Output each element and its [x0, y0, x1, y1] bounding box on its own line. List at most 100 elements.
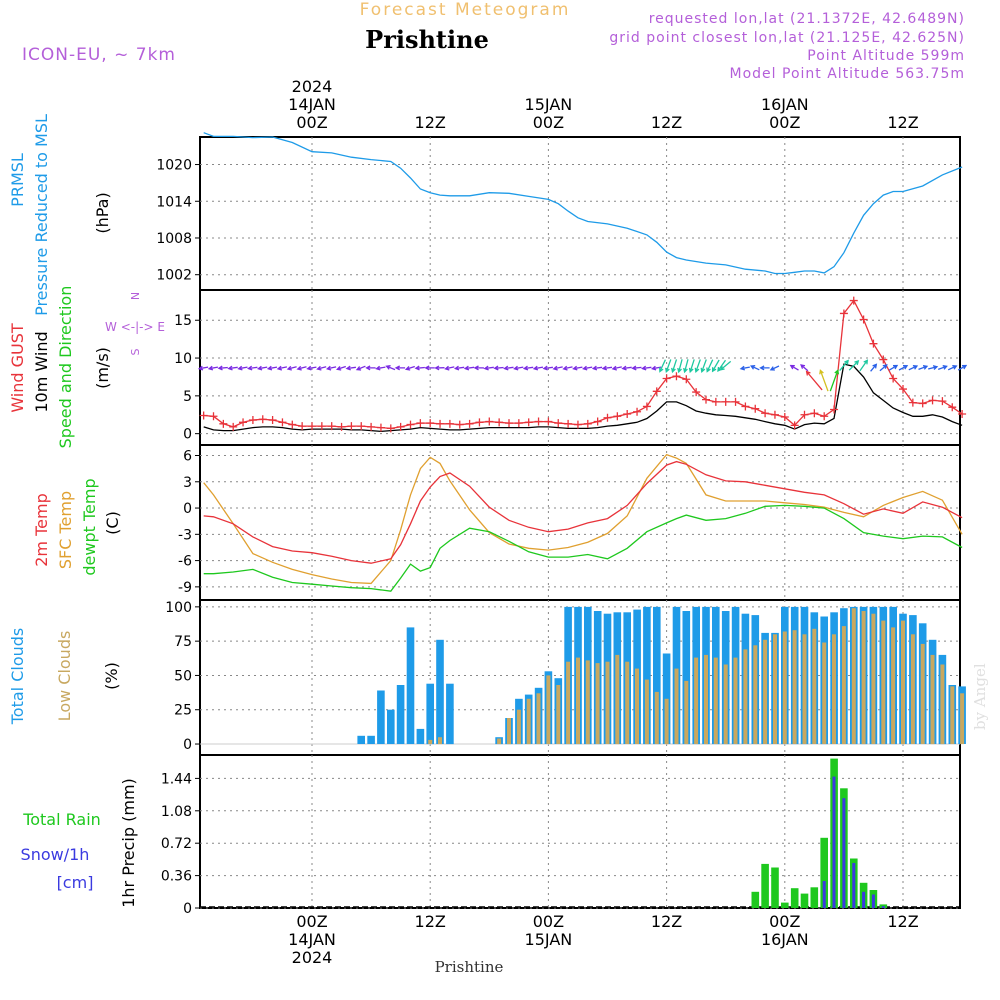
- wind-direction-arrow: [591, 365, 603, 371]
- low-cloud-bar: [635, 668, 639, 744]
- snow-bar: [862, 891, 866, 908]
- low-cloud-bar: [910, 634, 915, 744]
- bottom-tick-label: 00Z: [296, 912, 327, 931]
- y-tick-label: 1002: [156, 268, 192, 284]
- wind-10m-label: 10m Wind: [32, 331, 51, 412]
- wind-gust-marker: [869, 339, 878, 348]
- wind-direction-arrow: [197, 365, 209, 371]
- low-cloud-bar: [428, 739, 433, 744]
- wind-gust-marker: [692, 388, 701, 397]
- compass-s-label: S: [129, 348, 142, 355]
- wind-direction-arrow: [739, 365, 750, 371]
- wind-direction-arrow: [434, 365, 445, 371]
- top-tick-label: 15JAN: [525, 95, 573, 114]
- wind-direction-arrow: [552, 365, 563, 371]
- total-cloud-bar: [426, 683, 434, 745]
- wind-direction-arrow: [247, 365, 258, 371]
- low-cloud-bar: [585, 660, 590, 745]
- low-cloud-bar: [753, 645, 758, 745]
- bottom-tick-label: 12Z: [887, 912, 918, 931]
- wind-gust-marker: [347, 422, 356, 431]
- y-tick-label: 3: [183, 475, 192, 491]
- wind-gust-marker: [554, 419, 563, 428]
- low-cloud-bar: [507, 718, 511, 745]
- wind-direction-arrow: [463, 365, 475, 371]
- low-cloud-bar: [792, 630, 797, 744]
- total-cloud-bar: [406, 627, 415, 744]
- wind-gust-marker: [633, 407, 642, 416]
- y-tick-label: -9: [178, 580, 192, 596]
- low-cloud-bar: [802, 634, 807, 744]
- wind-direction-arrow: [444, 365, 455, 371]
- wind-direction-arrow: [296, 365, 307, 371]
- rain-bar: [790, 888, 799, 908]
- snow-bar: [842, 798, 846, 908]
- y-tick-label: 0: [183, 501, 192, 517]
- wind-gust-marker: [879, 355, 888, 364]
- low-cloud-bar: [930, 654, 935, 745]
- low-cloud-bar: [644, 679, 649, 745]
- wind-gust-marker: [780, 413, 789, 422]
- wind-direction-arrow: [819, 369, 829, 392]
- low-cloud-bar: [497, 738, 502, 744]
- precip-unit-label: 1hr Precip (mm): [119, 778, 138, 908]
- wind-gust-marker: [209, 412, 218, 421]
- dewpt-temp-line: [203, 504, 963, 592]
- wind-direction-arrow: [256, 365, 268, 371]
- pressure-line: [203, 132, 963, 275]
- total-cloud-bar: [416, 728, 425, 744]
- wind-gust-marker: [721, 397, 730, 406]
- wind-direction-arrow: [641, 365, 652, 371]
- low-cloud-bar: [438, 737, 442, 745]
- low-cloud-bar: [556, 685, 561, 744]
- snow-bar: [871, 894, 875, 908]
- y-tick-label: 1020: [156, 158, 192, 174]
- low-cloud-bar: [684, 680, 689, 744]
- bottom-tick-label: 2024: [292, 948, 333, 967]
- wind-direction-arrow: [898, 365, 909, 371]
- wind-gust-marker: [790, 421, 799, 430]
- wind-gust-marker: [288, 420, 297, 429]
- clouds-panel: 0 25 50 75 100: [165, 599, 966, 756]
- wind-gust-marker: [436, 419, 445, 428]
- bottom-tick-label: 00Z: [769, 912, 800, 931]
- low-cloud-bar: [851, 608, 856, 744]
- y-tick-label: 6: [183, 449, 192, 465]
- wind-gust-marker: [859, 315, 868, 324]
- y-tick-label: 75: [174, 634, 192, 650]
- wind-direction-arrow: [325, 365, 337, 371]
- wind-gust-marker: [761, 409, 770, 418]
- wind-direction-arrow: [562, 365, 573, 371]
- y-tick-label: 50: [174, 668, 192, 684]
- wind-direction-arrow: [207, 365, 219, 371]
- wind-direction-arrow: [306, 365, 317, 371]
- clouds-unit-label: (%): [102, 662, 121, 690]
- 2m-temp-line: [203, 460, 963, 564]
- y-tick-label: 1014: [156, 194, 192, 210]
- wind-gust-marker: [672, 372, 681, 381]
- wind-gust-marker: [889, 374, 898, 383]
- wind-direction-arrow: [336, 365, 347, 371]
- snow-label: Snow/1h: [21, 845, 90, 864]
- low-cloud-bar: [674, 668, 679, 744]
- wind-direction-arrow: [237, 365, 248, 371]
- requested-coordinates: requested lon,lat (21.1372E, 42.6489N): [649, 11, 965, 27]
- wind-gust-marker: [406, 420, 415, 429]
- wind-direction-arrow: [650, 365, 662, 371]
- top-tick-label: 16JAN: [761, 95, 809, 114]
- wind-direction-arrow: [677, 359, 683, 374]
- pressure-panel: 1002 1008 1014 1020: [156, 132, 963, 291]
- wind-gust-marker: [751, 404, 760, 413]
- wind-direction-arrow: [266, 365, 278, 371]
- wind-gust-marker: [731, 397, 740, 406]
- low-cloud-bar: [723, 664, 728, 745]
- wind-direction-arrow: [424, 365, 435, 371]
- wind-gust-marker: [475, 418, 484, 427]
- low-cloud-bar: [841, 626, 846, 745]
- low-cloud-bar: [526, 698, 531, 745]
- wind-direction-arrow: [665, 359, 672, 373]
- wind-gust-marker: [298, 422, 307, 431]
- wind-direction-arrow: [928, 365, 939, 370]
- y-tick-label: 1008: [156, 231, 192, 247]
